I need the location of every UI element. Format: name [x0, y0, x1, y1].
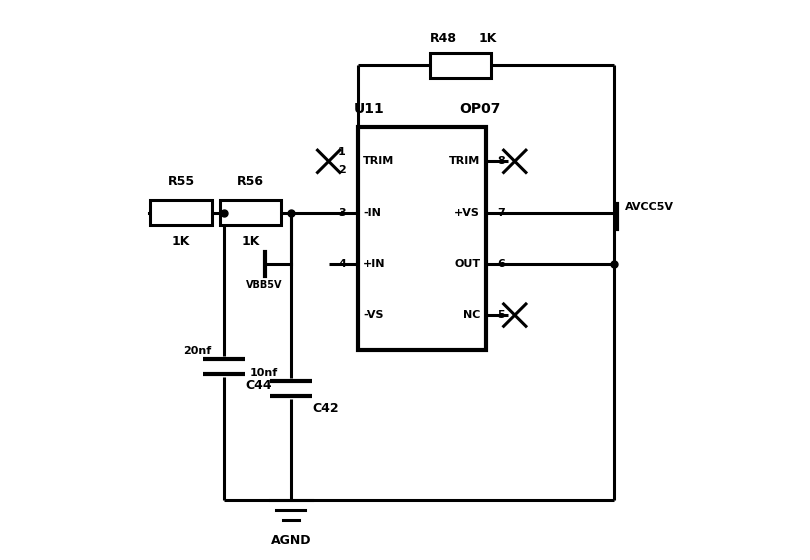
Text: TRIM: TRIM: [449, 156, 480, 166]
Text: AGND: AGND: [271, 534, 311, 547]
Text: +IN: +IN: [363, 259, 386, 269]
Text: 1K: 1K: [172, 235, 190, 248]
Text: C42: C42: [312, 402, 339, 414]
Text: U11: U11: [353, 102, 384, 116]
Text: 1K: 1K: [478, 32, 497, 45]
Text: R56: R56: [237, 175, 264, 188]
Text: 2: 2: [338, 165, 346, 175]
Text: 5: 5: [497, 310, 505, 320]
Text: OP07: OP07: [459, 102, 501, 116]
Text: TRIM: TRIM: [363, 156, 394, 166]
Text: C44: C44: [245, 379, 271, 393]
Text: 3: 3: [339, 208, 346, 218]
Text: 20nf: 20nf: [183, 346, 211, 356]
Text: 8: 8: [497, 156, 505, 166]
Text: OUT: OUT: [454, 259, 480, 269]
Bar: [220, 200, 281, 225]
Text: +VS: +VS: [454, 208, 480, 218]
Text: 4: 4: [338, 259, 346, 269]
Bar: [151, 200, 211, 225]
Text: NC: NC: [463, 310, 480, 320]
Text: 10nf: 10nf: [250, 368, 278, 378]
Text: R55: R55: [168, 175, 194, 188]
Text: -VS: -VS: [363, 310, 384, 320]
Bar: [430, 53, 492, 78]
Text: 1K: 1K: [241, 235, 260, 248]
Text: AVCC5V: AVCC5V: [625, 202, 674, 212]
Text: 1: 1: [338, 147, 346, 157]
Text: VBB5V: VBB5V: [246, 280, 283, 290]
Bar: [358, 127, 486, 349]
Text: 7: 7: [497, 208, 505, 218]
Text: 6: 6: [497, 259, 505, 269]
Text: -IN: -IN: [363, 208, 381, 218]
Text: R48: R48: [429, 32, 456, 45]
